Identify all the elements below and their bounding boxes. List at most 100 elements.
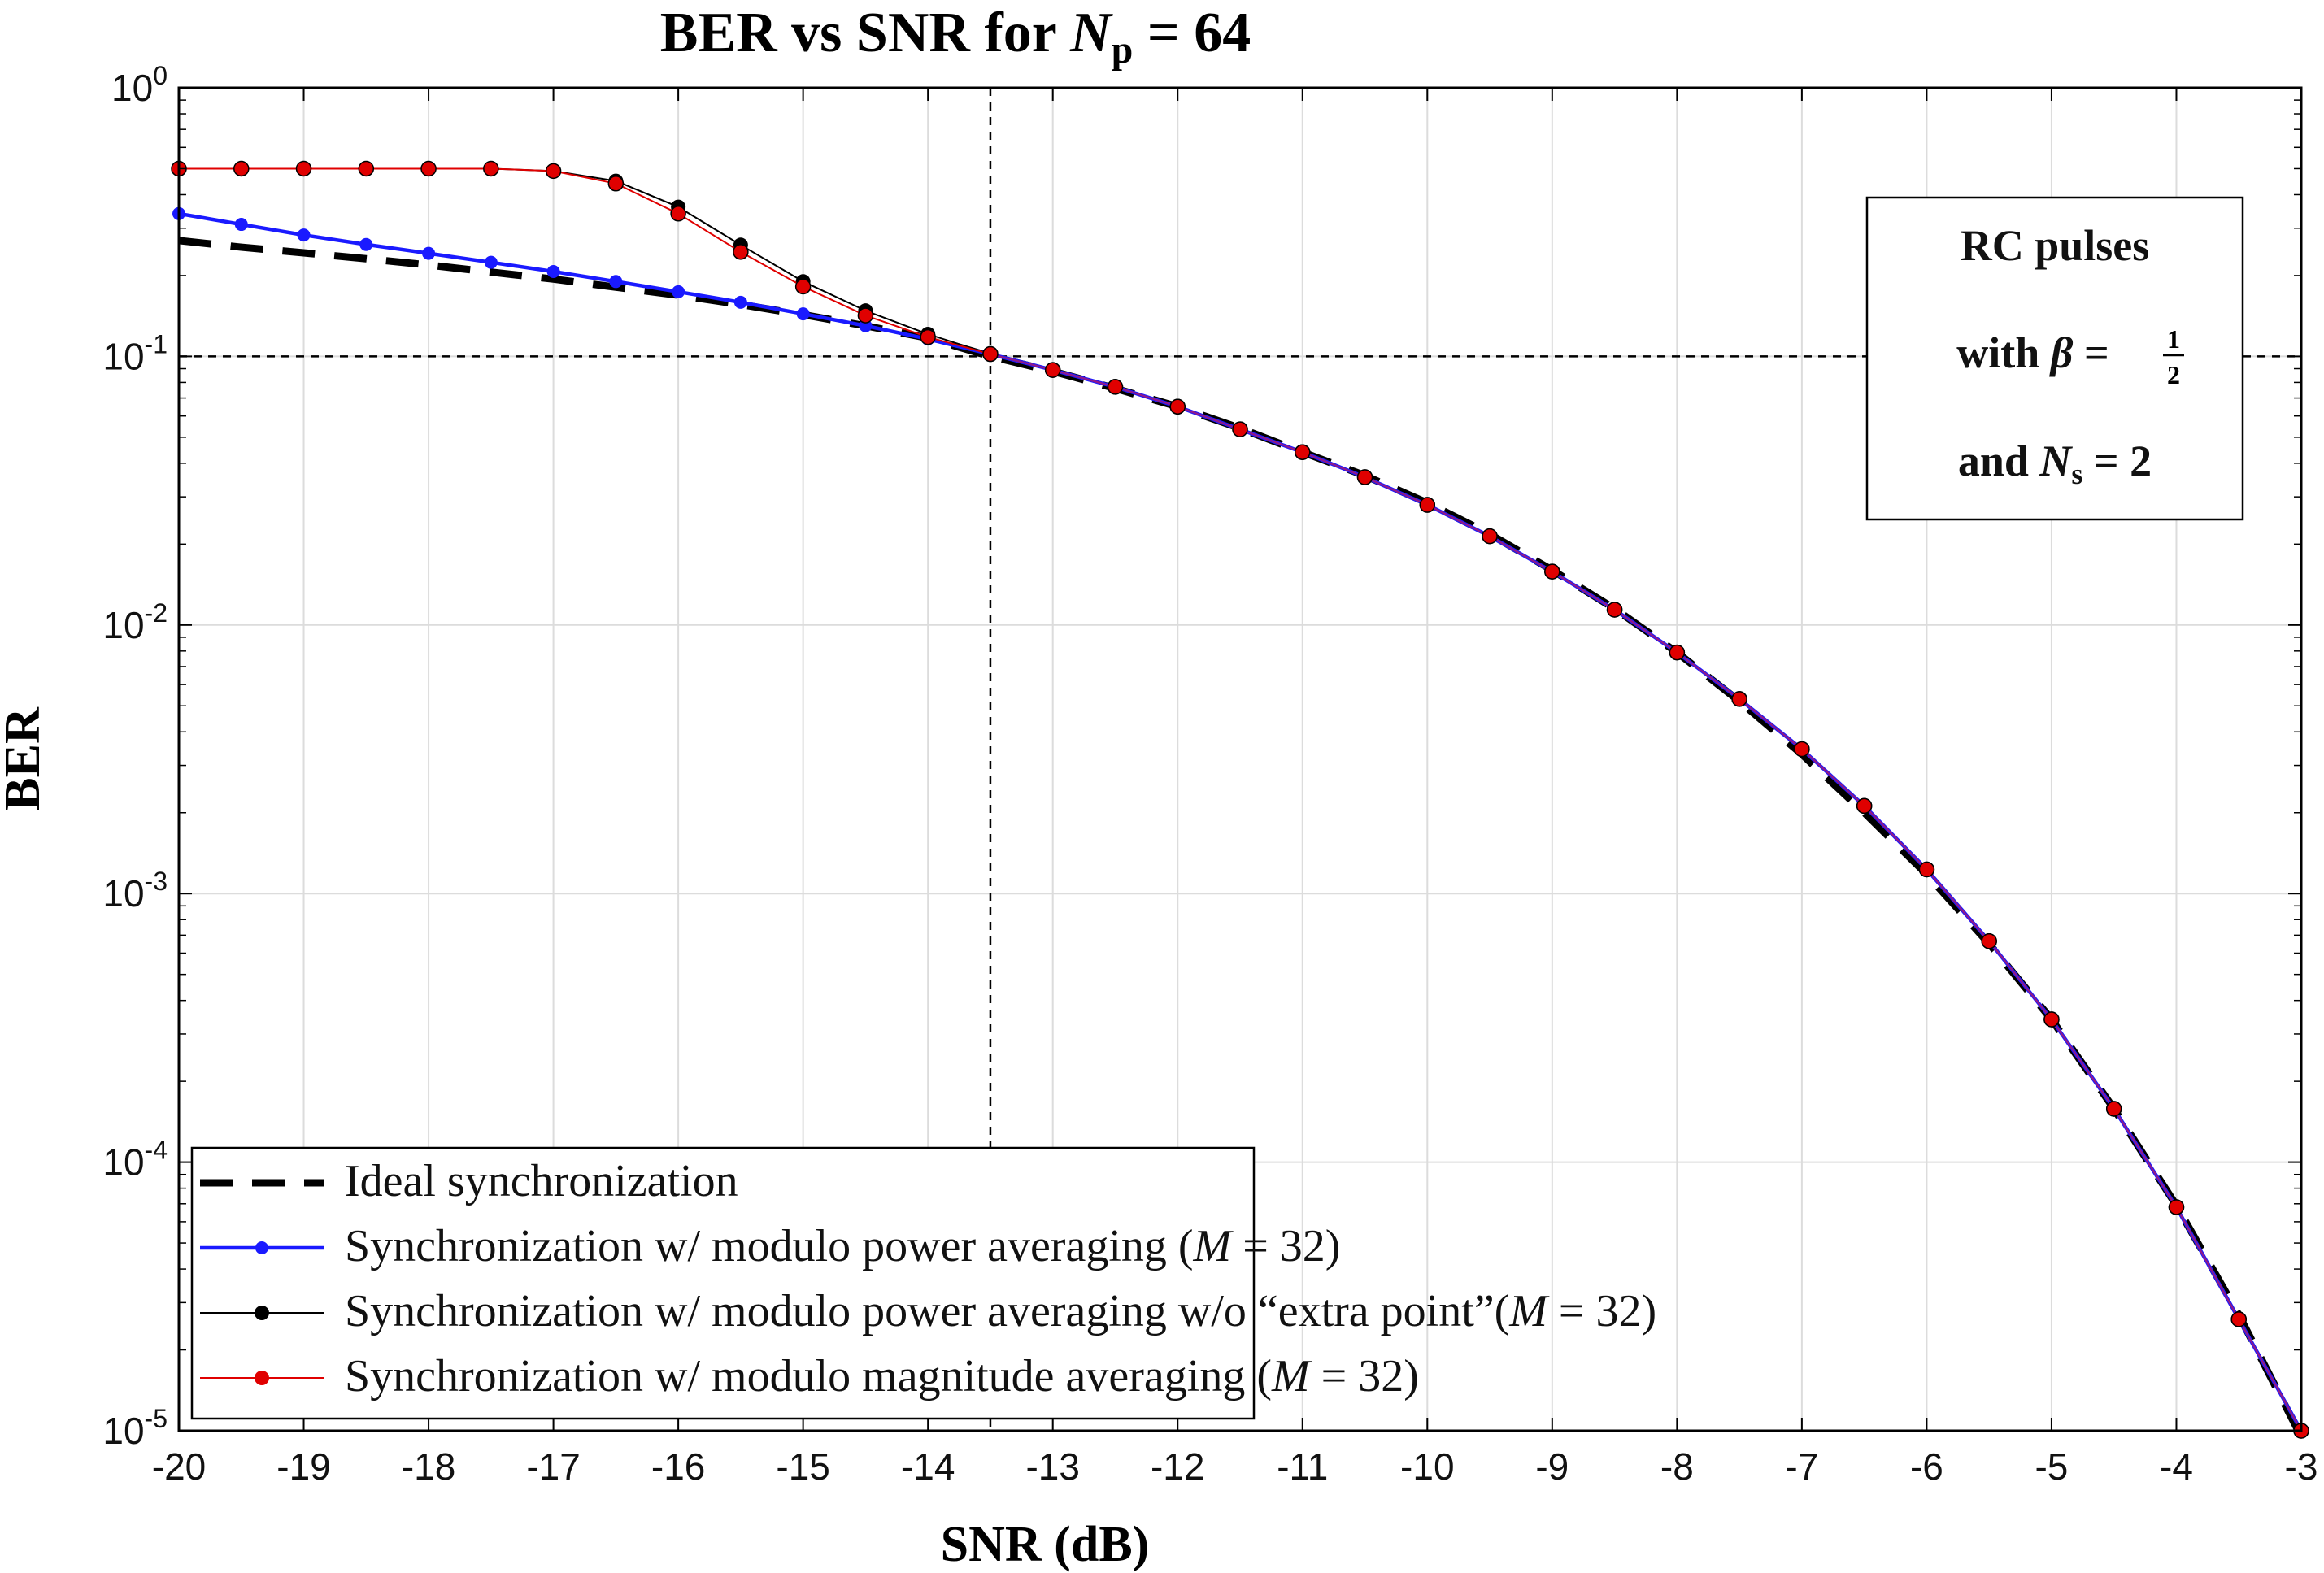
data-point-overlay <box>1794 741 1810 758</box>
data-point-overlay <box>1669 644 1686 661</box>
legend-entry-4-post: = 32) <box>1310 1351 1419 1401</box>
data-point-overlay <box>2230 1311 2247 1327</box>
data-point-overlay <box>1482 528 1498 545</box>
data-point-overlay <box>1356 469 1373 485</box>
x-tick-label: -8 <box>1660 1445 1694 1488</box>
chart-title: BER vs SNR for Np = 64 <box>660 2 1251 72</box>
legend-entry-1: Ideal synchronization <box>345 1156 738 1206</box>
legend-entry-4: Synchronization w/ modulo magnitude aver… <box>345 1351 1419 1401</box>
y-tick-base: 10 <box>102 604 144 646</box>
legend-entry-2-var: M <box>1193 1221 1234 1271</box>
y-tick-base: 10 <box>102 1410 144 1452</box>
data-point-overlay <box>1044 362 1061 378</box>
legend-entry-2-post: = 32) <box>1231 1221 1340 1271</box>
series-line <box>178 237 2305 1439</box>
x-tick-label: -9 <box>1535 1445 1569 1488</box>
data-point <box>234 218 248 232</box>
annotation-box: RC pulses with β = 1 2 and Ns = 2 <box>1865 196 2244 521</box>
data-point-overlay <box>1169 398 1186 415</box>
legend-entry-4-pre: Synchronization w/ modulo magnitude aver… <box>345 1351 1272 1401</box>
y-tick-base: 10 <box>102 335 144 377</box>
data-point-overlay <box>1731 691 1747 707</box>
data-point <box>794 278 812 295</box>
data-point <box>733 244 749 260</box>
series-overlap-line <box>990 353 2303 1432</box>
x-tick-label: -16 <box>651 1445 705 1488</box>
legend-entry-3: Synchronization w/ modulo power averagin… <box>345 1286 1656 1336</box>
data-point-overlay <box>1918 861 1935 878</box>
data-point <box>920 328 936 345</box>
data-point <box>295 160 312 177</box>
legend-entry-2-pre: Synchronization w/ modulo power averagin… <box>345 1221 1194 1271</box>
y-tick-exponent: -3 <box>145 867 168 896</box>
x-tick-label: -7 <box>1785 1445 1818 1488</box>
chart-title-var: N <box>1069 2 1113 64</box>
chart-title-suffix: = 64 <box>1133 2 1251 64</box>
y-tick-label: 100 <box>111 61 168 109</box>
data-point <box>609 275 623 289</box>
chart-title-sub: p <box>1112 28 1134 72</box>
data-point <box>233 160 250 177</box>
data-point-overlay <box>1606 602 1623 618</box>
data-point-overlay <box>2168 1199 2185 1215</box>
x-tick-label: -5 <box>2035 1445 2068 1488</box>
annotation-line-2: with β = <box>1956 328 2109 377</box>
annotation-line-1: RC pulses <box>1961 221 2150 270</box>
y-tick-label: 10-4 <box>102 1136 168 1184</box>
x-tick-label: -14 <box>901 1445 955 1488</box>
x-tick-label: -18 <box>402 1445 455 1488</box>
y-tick-exponent: 0 <box>153 61 168 90</box>
y-tick-label: 10-1 <box>102 329 168 377</box>
data-point-overlay <box>1856 797 1873 815</box>
annotation-frame <box>1865 196 2244 521</box>
data-point <box>420 160 437 177</box>
legend-entry-4-var: M <box>1271 1351 1312 1401</box>
annotation-fraction-num: 1 <box>2167 324 2180 354</box>
ticks: -20 -19 -18 -17 -16 -15 -14 -13 -12 -11 -10 -9 -8 -7-… <box>102 61 2317 1488</box>
data-point-overlay <box>2043 1011 2060 1028</box>
x-axis-title: SNR (dB) <box>941 1517 1150 1572</box>
legend-entry-3-pre: Synchronization w/ modulo power averagin… <box>345 1286 1509 1336</box>
data-point <box>670 206 686 222</box>
legend-entry-3-post: = 32) <box>1547 1286 1656 1336</box>
x-tick-label: -6 <box>1910 1445 1943 1488</box>
data-point <box>733 295 747 309</box>
x-tick-label: -20 <box>152 1445 206 1488</box>
data-point <box>483 160 499 177</box>
legend-entry-3-var: M <box>1508 1286 1550 1336</box>
legend-entry-1-text: Ideal synchronization <box>345 1156 738 1206</box>
plot-frame <box>177 86 2303 1432</box>
x-tick-label: -4 <box>2160 1445 2193 1488</box>
x-tick-label: -15 <box>776 1445 829 1488</box>
data-point <box>545 163 562 180</box>
data-point-overlay <box>1981 932 1997 949</box>
data-point <box>796 307 810 321</box>
data-point <box>857 307 874 324</box>
annotation-line-2-pre: with <box>1956 328 2051 377</box>
x-tick-label: -13 <box>1025 1445 1079 1488</box>
annotation-line-3-pre: and <box>1958 437 2040 485</box>
data-point-overlay <box>1295 444 1311 460</box>
data-point <box>422 246 436 260</box>
annotation-line-2-eq: = <box>2073 328 2109 377</box>
chart-title-prefix: BER vs SNR for <box>660 2 1070 64</box>
x-tick-label: -3 <box>2285 1445 2318 1488</box>
y-tick-label: 10-2 <box>102 598 168 646</box>
y-tick-base: 10 <box>102 1141 144 1184</box>
annotation-fraction-den: 2 <box>2167 360 2180 389</box>
x-tick-label: -12 <box>1151 1445 1204 1488</box>
y-tick-label: 10-5 <box>102 1404 168 1452</box>
y-tick-exponent: -1 <box>145 329 168 358</box>
series-1 <box>178 237 2305 1439</box>
legend-sample-marker-2 <box>255 1241 268 1254</box>
annotation-beta: β <box>2049 328 2074 377</box>
data-point-overlay <box>982 345 999 363</box>
annotation-line-3-eq: = 2 <box>2082 437 2152 485</box>
x-tick-label: -17 <box>526 1445 580 1488</box>
y-tick-label: 10-3 <box>102 867 168 915</box>
data-point-overlay <box>2105 1101 2122 1117</box>
data-point <box>358 160 375 177</box>
legend-frame <box>190 1146 1256 1420</box>
y-tick-exponent: -2 <box>145 598 168 628</box>
x-tick-label: -11 <box>1277 1445 1328 1488</box>
